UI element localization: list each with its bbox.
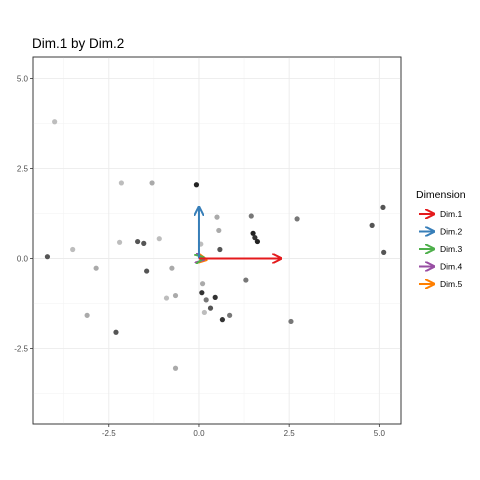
legend-label: Dim.5 (440, 279, 462, 289)
data-point (248, 213, 254, 219)
data-point (70, 246, 76, 253)
legend-item: Dim.4 (419, 261, 462, 272)
y-tick-label: 0.0 (17, 254, 29, 263)
vectors (199, 208, 280, 259)
data-point (144, 268, 150, 274)
data-point (199, 290, 205, 296)
data-point (227, 312, 233, 318)
data-point (380, 204, 386, 210)
data-point (212, 294, 218, 300)
data-point (156, 236, 162, 242)
x-tick-label: 2.5 (284, 429, 296, 438)
data-point (135, 238, 141, 245)
data-point (172, 292, 179, 299)
plot-panel (32, 56, 402, 425)
data-point (288, 318, 294, 325)
data-point (199, 281, 206, 287)
panel-border (32, 56, 402, 425)
data-point (172, 365, 179, 371)
legend-label: Dim.4 (440, 262, 462, 272)
y-tick-label: -2.5 (14, 344, 28, 353)
data-point (201, 309, 207, 316)
legend-item: Dim.2 (419, 226, 462, 237)
data-point (113, 329, 119, 335)
x-tick-label: 5.0 (374, 429, 386, 438)
x-tick-label: 0.0 (193, 429, 205, 438)
data-point (118, 180, 124, 186)
data-point (193, 182, 200, 188)
data-point (163, 295, 170, 301)
y-tick-label: 5.0 (17, 75, 29, 84)
axis-ticks: -2.5 0.0 2.5 5.0 -2.5 0.0 2.5 5.0 (14, 75, 385, 438)
legend-label: Dim.2 (440, 227, 462, 237)
data-point (169, 265, 175, 271)
legend: Dimension Dim.1 Dim.2 Dim.3 Dim.4 Dim.5 (416, 189, 466, 289)
legend-title: Dimension (416, 189, 466, 201)
data-point (243, 277, 249, 283)
x-tick-label: -2.5 (102, 429, 116, 438)
y-tick-label: 2.5 (17, 165, 29, 174)
data-point (52, 119, 58, 125)
data-point (116, 239, 123, 245)
legend-item: Dim.5 (419, 279, 462, 289)
legend-item: Dim.3 (419, 244, 462, 254)
legend-entries: Dim.1 Dim.2 Dim.3 Dim.4 Dim.5 (419, 209, 462, 289)
chart-title: Dim.1 by Dim.2 (32, 36, 124, 51)
data-point (141, 240, 147, 246)
data-point (203, 297, 209, 303)
data-point (217, 246, 223, 253)
legend-label: Dim.1 (440, 209, 462, 219)
data-point (381, 249, 387, 255)
data-point (369, 222, 375, 228)
legend-label: Dim.3 (440, 244, 462, 254)
data-point (252, 235, 258, 241)
data-point (216, 227, 222, 234)
data-point (250, 230, 256, 236)
data-point (294, 216, 300, 222)
data-point (219, 317, 226, 323)
data-point (44, 254, 51, 260)
data-point (93, 265, 99, 271)
data-point (149, 180, 155, 186)
data-point (254, 238, 261, 245)
points (44, 119, 387, 371)
legend-item: Dim.1 (419, 209, 462, 219)
data-point (84, 312, 90, 318)
data-point (207, 305, 214, 311)
data-point (214, 214, 220, 220)
